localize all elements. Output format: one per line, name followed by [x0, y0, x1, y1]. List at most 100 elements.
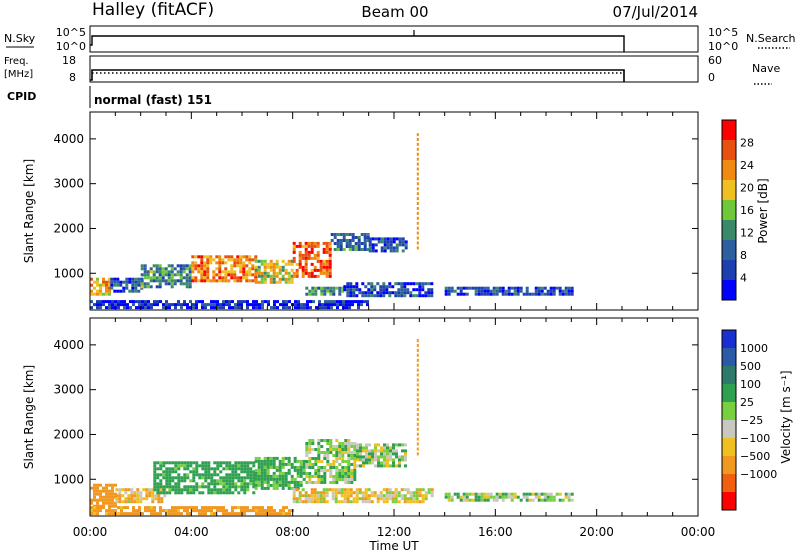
scatter-cell: [371, 449, 374, 453]
scatter-cell: [174, 482, 178, 486]
scatter-cell: [210, 491, 214, 495]
scatter-cell: [416, 147, 419, 151]
scatter-cell: [156, 476, 160, 480]
scatter-cell: [246, 303, 249, 307]
scatter-cell: [323, 472, 327, 475]
scatter-cell: [183, 506, 186, 510]
scatter-cell: [361, 294, 365, 298]
scatter-cell: [207, 473, 211, 477]
scatter-cell: [305, 475, 309, 478]
scatter-cell: [153, 303, 156, 307]
scatter-cell: [356, 446, 359, 450]
scatter-cell: [168, 306, 171, 310]
scatter-cell: [198, 300, 201, 304]
scatter-cell: [272, 456, 276, 460]
scatter-cell: [186, 512, 189, 516]
scatter-cell: [386, 443, 389, 447]
scatter-cell: [328, 268, 332, 272]
scatter-cell: [266, 477, 270, 481]
scatter-cell: [292, 241, 296, 245]
colorbar-swatch: [722, 260, 736, 280]
scatter-cell: [159, 479, 163, 483]
scatter-cell: [294, 306, 297, 310]
scatter-cell: [255, 300, 258, 304]
scatter-cell: [350, 472, 354, 475]
scatter-cell: [111, 489, 114, 493]
scatter-cell: [224, 267, 228, 271]
scatter-cell: [392, 449, 395, 453]
scatter-cell: [198, 485, 202, 489]
scatter-cell: [243, 470, 247, 474]
scatter-cell: [123, 306, 126, 310]
scatter-cell: [210, 479, 214, 483]
scatter-cell: [170, 282, 174, 286]
scatter-cell: [180, 306, 183, 310]
scatter-cell: [327, 306, 330, 310]
scatter-cell: [117, 300, 120, 304]
scatter-cell: [355, 491, 359, 495]
scatter-cell: [308, 439, 312, 442]
scatter-cell: [284, 262, 288, 266]
scatter-cell: [401, 443, 404, 447]
scatter-cell: [298, 494, 302, 498]
colorbar-swatch: [722, 420, 736, 438]
scatter-cell: [335, 469, 339, 472]
scatter-cell: [416, 211, 419, 215]
scatter-cell: [137, 283, 141, 287]
scatter-cell: [174, 476, 178, 480]
scatter-cell: [392, 237, 396, 241]
scatter-cell: [507, 286, 511, 290]
scatter-cell: [273, 300, 276, 304]
scatter-cell: [198, 476, 202, 480]
scatter-cell: [477, 492, 481, 496]
scatter-cell: [281, 465, 285, 469]
scatter-cell: [418, 488, 422, 492]
scatter-cell: [201, 473, 205, 477]
scatter-cell: [148, 494, 152, 498]
scatter-cell: [231, 467, 235, 471]
scatter-cell: [102, 303, 105, 307]
scatter-cell: [351, 248, 355, 251]
scatter-cell: [492, 495, 496, 499]
scatter-cell: [380, 249, 384, 253]
scatter-cell: [290, 259, 294, 263]
scatter-cell: [162, 306, 165, 310]
scatter-cell: [353, 478, 357, 481]
scatter-cell: [383, 443, 386, 447]
scatter-cell: [416, 241, 419, 245]
scatter-cell: [269, 268, 273, 272]
scatter-cell: [346, 494, 350, 498]
scatter-cell: [222, 485, 226, 489]
scatter-cell: [376, 294, 380, 298]
scatter-cell: [239, 276, 243, 280]
scatter-cell: [392, 443, 395, 447]
scatter-cell: [315, 306, 318, 310]
scatter-cell: [155, 264, 159, 268]
scatter-cell: [421, 494, 425, 498]
scatter-cell: [105, 286, 108, 290]
scatter-cell: [186, 303, 189, 307]
scatter-cell: [111, 504, 114, 508]
scatter-cell: [558, 289, 562, 293]
scatter-cell: [115, 497, 119, 501]
scatter-cell: [360, 248, 364, 251]
scatter-cell: [298, 250, 302, 254]
scatter-cell: [207, 303, 210, 307]
scatter-cell: [343, 500, 347, 504]
scatter-cell: [138, 300, 141, 304]
scatter-cell: [427, 288, 431, 292]
scatter-cell: [224, 279, 228, 283]
scatter-cell: [480, 292, 484, 296]
scatter-cell: [471, 492, 475, 496]
scatter-cell: [240, 506, 243, 510]
scatter-cell: [218, 261, 222, 265]
scatter-cell: [261, 509, 264, 513]
scatter-cell: [134, 280, 138, 284]
scatter-cell: [246, 300, 249, 304]
scatter-cell: [317, 442, 321, 445]
scatter-cell: [143, 282, 147, 286]
scatter-cell: [266, 271, 270, 275]
scatter-cell: [335, 475, 339, 478]
scatter-cell: [168, 482, 172, 486]
